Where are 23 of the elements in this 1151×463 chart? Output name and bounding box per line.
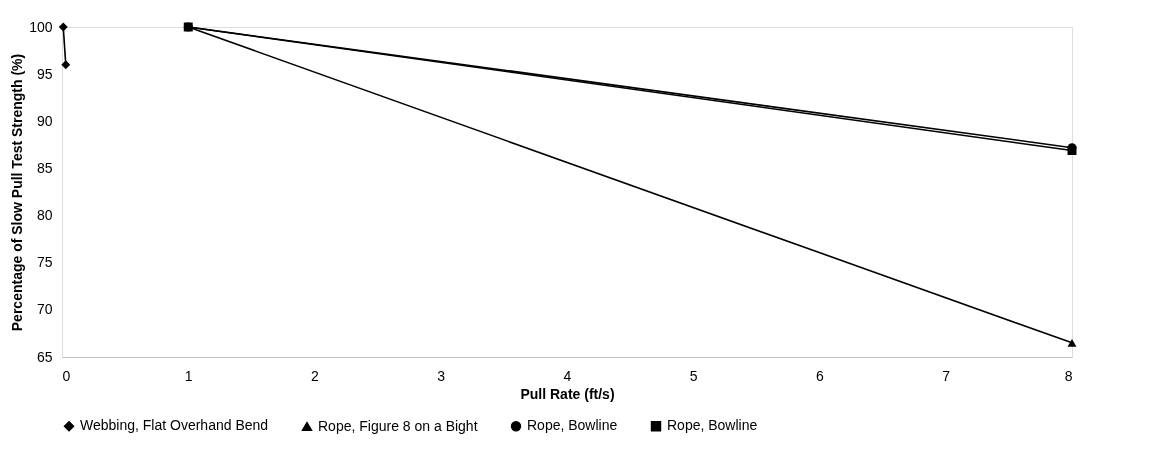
x-tick-label: 5	[689, 367, 698, 384]
y-axis-title: Percentage of Slow Pull Test Strength (%)	[9, 53, 26, 332]
x-tick-label: 4	[563, 367, 572, 384]
x-tick-label: 2	[311, 367, 320, 384]
x-tick-label: 0	[62, 367, 71, 384]
y-tick-label: 100	[29, 18, 53, 35]
legend-label: Rope, Bowline	[667, 417, 758, 434]
legend-label: Rope, Figure 8 on a Bight	[318, 417, 478, 434]
x-tick-label: 1	[184, 367, 193, 384]
x-tick-label: 8	[1064, 367, 1073, 384]
y-tick-label: 75	[36, 254, 53, 271]
y-tick-label: 95	[36, 65, 53, 82]
y-tick-label: 85	[36, 159, 53, 176]
y-tick-label: 65	[36, 348, 53, 365]
x-tick-label: 6	[816, 367, 825, 384]
x-tick-label: 7	[942, 367, 951, 384]
legend-label: Rope, Bowline	[527, 417, 618, 434]
y-tick-label: 80	[36, 207, 53, 224]
x-axis-title: Pull Rate (ft/s)	[520, 385, 615, 402]
y-tick-label: 70	[36, 301, 53, 318]
x-tick-label: 3	[437, 367, 446, 384]
legend-label: Webbing, Flat Overhand Bend	[80, 417, 269, 434]
y-tick-label: 90	[36, 112, 53, 129]
